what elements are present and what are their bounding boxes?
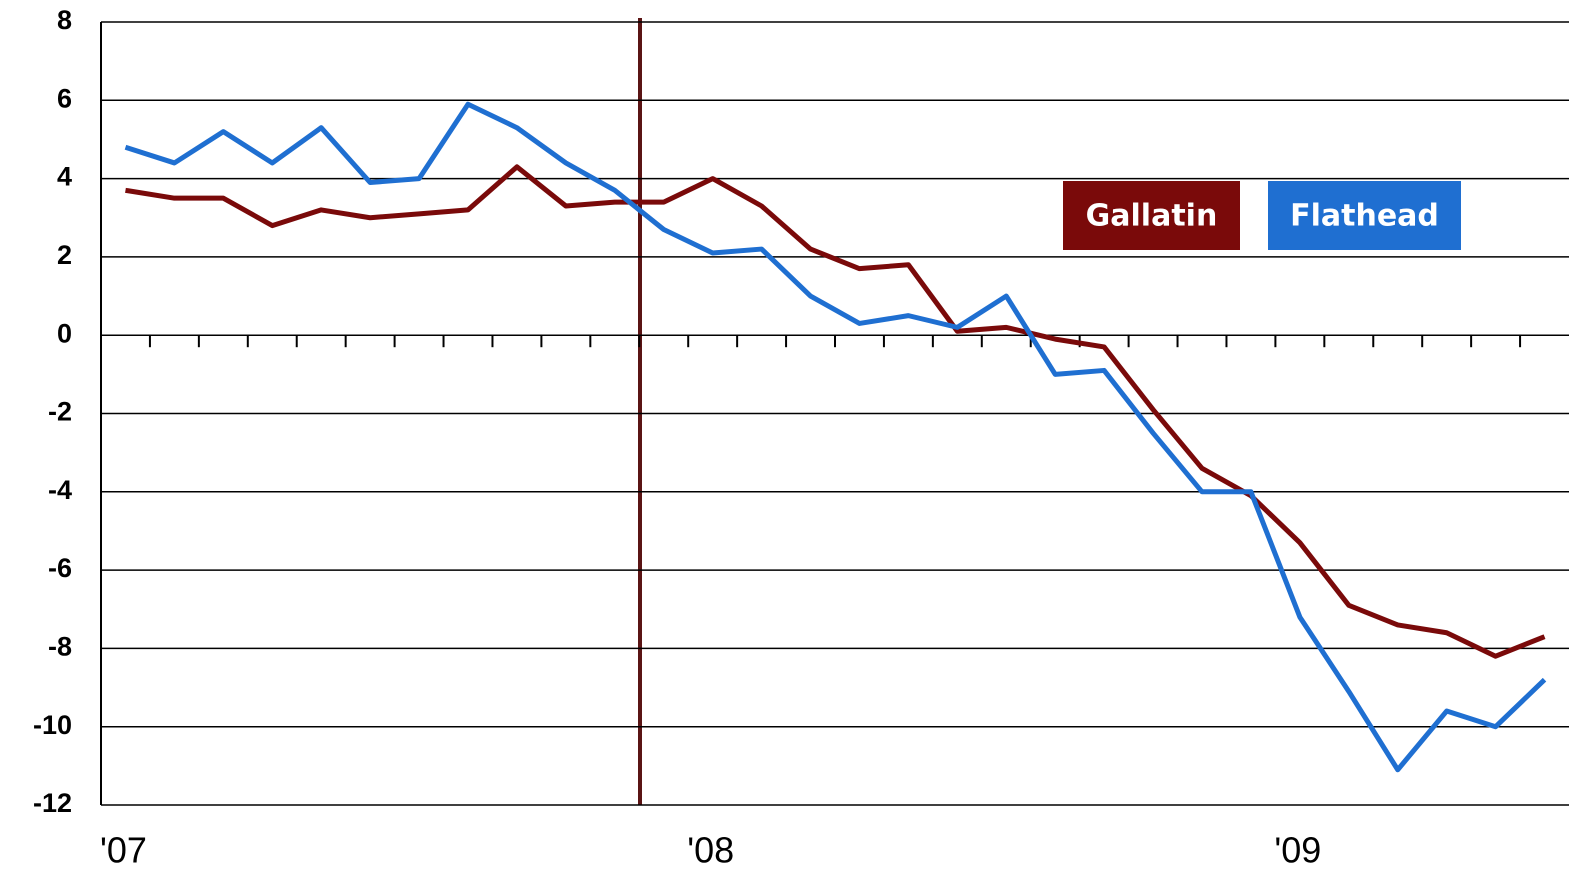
line-series (125, 164, 1546, 659)
y-tick-label: -8 (48, 632, 72, 662)
y-tick-label: 2 (57, 240, 72, 270)
y-tick-label: -6 (48, 553, 72, 583)
legend-label: Gallatin (1086, 199, 1218, 234)
y-tick-label: 8 (57, 5, 72, 35)
x-tick-label: '08 (687, 830, 734, 871)
line-series (124, 101, 1547, 773)
x-tick-label: '09 (1274, 830, 1321, 871)
x-tick-label: '07 (100, 830, 147, 871)
legend-box (1268, 181, 1461, 250)
y-tick-label: -4 (48, 475, 72, 505)
y-tick-label: -12 (33, 788, 72, 818)
legend-box (1063, 181, 1240, 250)
y-tick-label: -2 (48, 397, 72, 427)
legend-label: Flathead (1290, 199, 1439, 234)
y-tick-label: 6 (57, 83, 72, 113)
y-tick-label: 0 (57, 318, 72, 348)
y-tick-label: 4 (57, 162, 72, 192)
y-tick-label: -10 (33, 710, 72, 740)
